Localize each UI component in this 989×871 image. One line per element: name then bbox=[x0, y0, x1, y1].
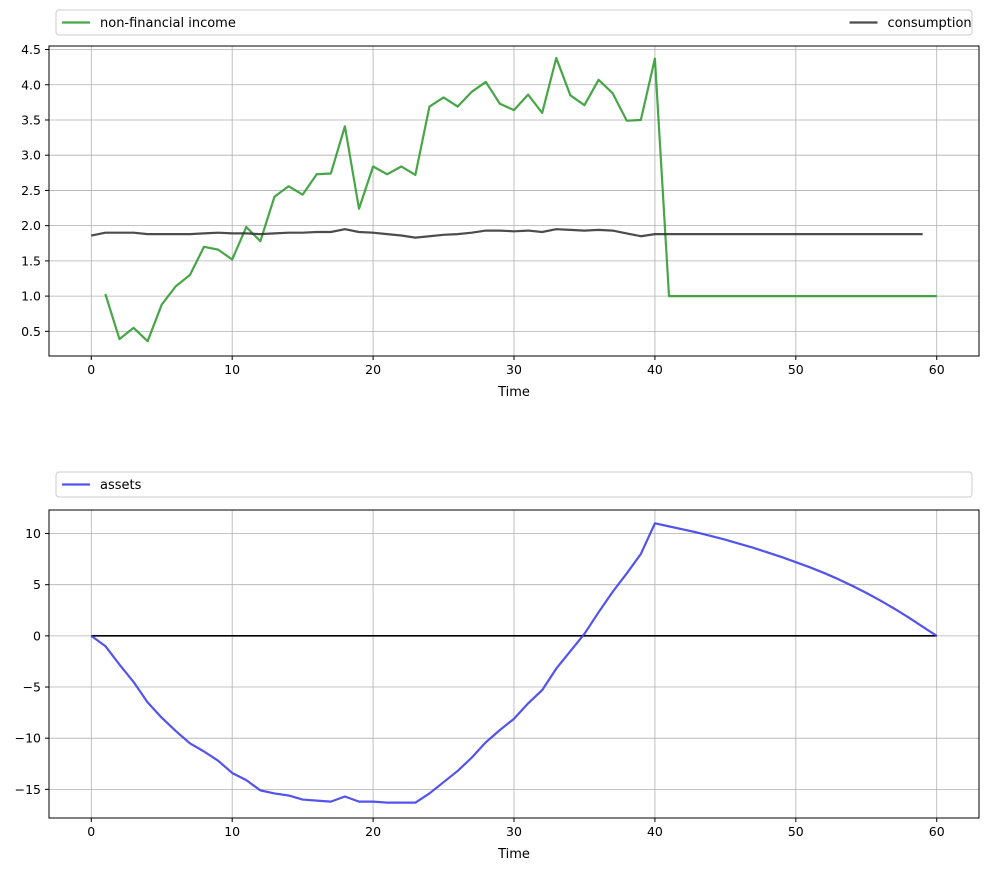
top-ytick-label-2.5: 2.5 bbox=[21, 183, 41, 198]
top-ytick-label-4.5: 4.5 bbox=[21, 42, 41, 57]
bottom-xtick-label-0: 0 bbox=[87, 824, 95, 839]
top-xtick-label-0: 0 bbox=[87, 362, 95, 377]
bottom-xlabel: Time bbox=[497, 847, 530, 862]
top-legend bbox=[55, 9, 973, 36]
bottom-ytick-label-5: 5 bbox=[33, 577, 41, 592]
top-ytick-label-2: 2.0 bbox=[21, 218, 41, 233]
top-chart: 0 10 20 30 40 50 60 0.5 1.0 1.5 2.0 2.5 3.0 3.5 4.0 4.5… bbox=[21, 9, 980, 400]
top-legend-label-consumption: consumption bbox=[888, 16, 972, 31]
bottom-ytick-label--15: −15 bbox=[15, 782, 41, 797]
top-xtick-label-50: 50 bbox=[788, 362, 804, 377]
top-ytick-label-3.5: 3.5 bbox=[21, 112, 41, 127]
top-xtick-label-10: 10 bbox=[224, 362, 240, 377]
top-series-line-non-financial-income bbox=[104, 56, 937, 343]
bottom-xtick-label-50: 50 bbox=[788, 824, 804, 839]
bottom-xtick-label-30: 30 bbox=[506, 824, 522, 839]
bottom-ytick-label--10: −10 bbox=[15, 731, 41, 746]
bottom-ytick-label-10: 10 bbox=[25, 526, 41, 541]
top-xlabel: Time bbox=[497, 385, 530, 400]
top-legend-label-non-financial-income: non-financial income bbox=[100, 16, 236, 31]
top-series-line-consumption bbox=[91, 228, 923, 239]
bottom-series-line-assets bbox=[90, 522, 938, 804]
top-xtick-label-30: 30 bbox=[506, 362, 522, 377]
bottom-ytick-label-0: 0 bbox=[33, 628, 41, 643]
top-xtick-label-60: 60 bbox=[929, 362, 945, 377]
bottom-xtick-label-60: 60 bbox=[929, 824, 945, 839]
top-ytick-label-1: 1.0 bbox=[21, 289, 41, 304]
bottom-chart: 0 10 20 30 40 50 60 −15 −10 −5 0 5 10 Time assets bbox=[15, 471, 980, 862]
bottom-legend bbox=[55, 471, 973, 498]
top-xtick-label-40: 40 bbox=[647, 362, 663, 377]
top-ytick-label-1.5: 1.5 bbox=[21, 253, 41, 268]
top-ytick-label-3: 3.0 bbox=[21, 148, 41, 163]
bottom-xtick-label-10: 10 bbox=[224, 824, 240, 839]
bottom-ytick-label--5: −5 bbox=[23, 680, 41, 695]
bottom-xtick-label-20: 20 bbox=[365, 824, 381, 839]
top-xtick-label-20: 20 bbox=[365, 362, 381, 377]
bottom-legend-label-assets: assets bbox=[100, 478, 142, 493]
top-ytick-label-0.5: 0.5 bbox=[21, 324, 41, 339]
bottom-xtick-label-40: 40 bbox=[647, 824, 663, 839]
top-ytick-label-4: 4.0 bbox=[21, 77, 41, 92]
